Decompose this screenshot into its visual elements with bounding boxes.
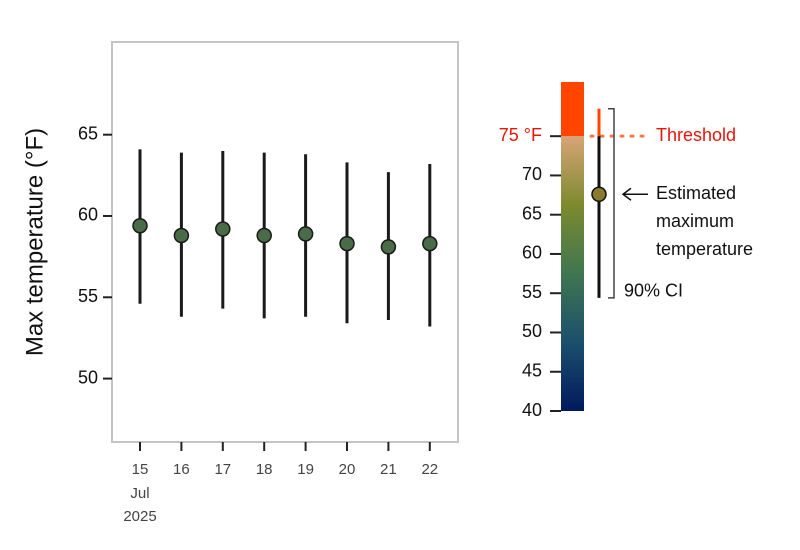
point	[380, 239, 397, 255]
y-tick-label: 55	[78, 286, 98, 306]
x-tick-label: 22	[421, 461, 438, 478]
colorbar-tick-label: 55	[522, 282, 542, 302]
legend-point	[591, 186, 607, 203]
estimate-label: maximum	[656, 211, 734, 231]
point	[132, 217, 148, 234]
x-tick-label: 21	[380, 461, 397, 478]
x-tick-label: 20	[339, 461, 356, 478]
point	[173, 227, 190, 244]
x-month-label: Jul	[130, 485, 149, 502]
colorbar	[561, 136, 584, 411]
colorbar-tick-label: 60	[522, 243, 542, 263]
threshold-label: Threshold	[656, 125, 736, 145]
plot-frame	[111, 41, 459, 443]
estimate-label: Estimated	[656, 183, 736, 203]
colorbar-tick-label: 45	[522, 360, 542, 380]
colorbar-tick-label: 65	[522, 203, 542, 223]
x-tick-label: 18	[256, 461, 273, 478]
point	[297, 226, 314, 242]
point	[215, 221, 231, 237]
x-tick-label: 15	[132, 461, 149, 478]
colorbar-tick-label: 40	[522, 400, 542, 420]
ci-bracket	[608, 107, 615, 299]
x-tick-label: 19	[297, 461, 314, 478]
y-tick-label: 60	[78, 205, 98, 225]
y-tick-label: 50	[78, 367, 98, 387]
point	[339, 235, 355, 252]
colorbar-tick-label: 75 °F	[499, 125, 542, 145]
x-tick-label: 16	[173, 461, 190, 478]
ci-label: 90% CI	[624, 281, 683, 301]
point	[422, 235, 438, 252]
y-axis-label: Max temperature (°F)	[21, 128, 48, 356]
colorbar-tick-label: 50	[522, 321, 542, 341]
colorbar-above	[561, 82, 584, 137]
x-tick-label: 17	[214, 461, 231, 478]
colorbar-tick-label: 70	[522, 164, 542, 184]
x-year-label: 2025	[123, 508, 156, 525]
estimate-arrow	[621, 187, 648, 201]
y-tick-label: 65	[78, 123, 98, 143]
point	[256, 227, 272, 244]
estimate-label: temperature	[656, 239, 753, 259]
